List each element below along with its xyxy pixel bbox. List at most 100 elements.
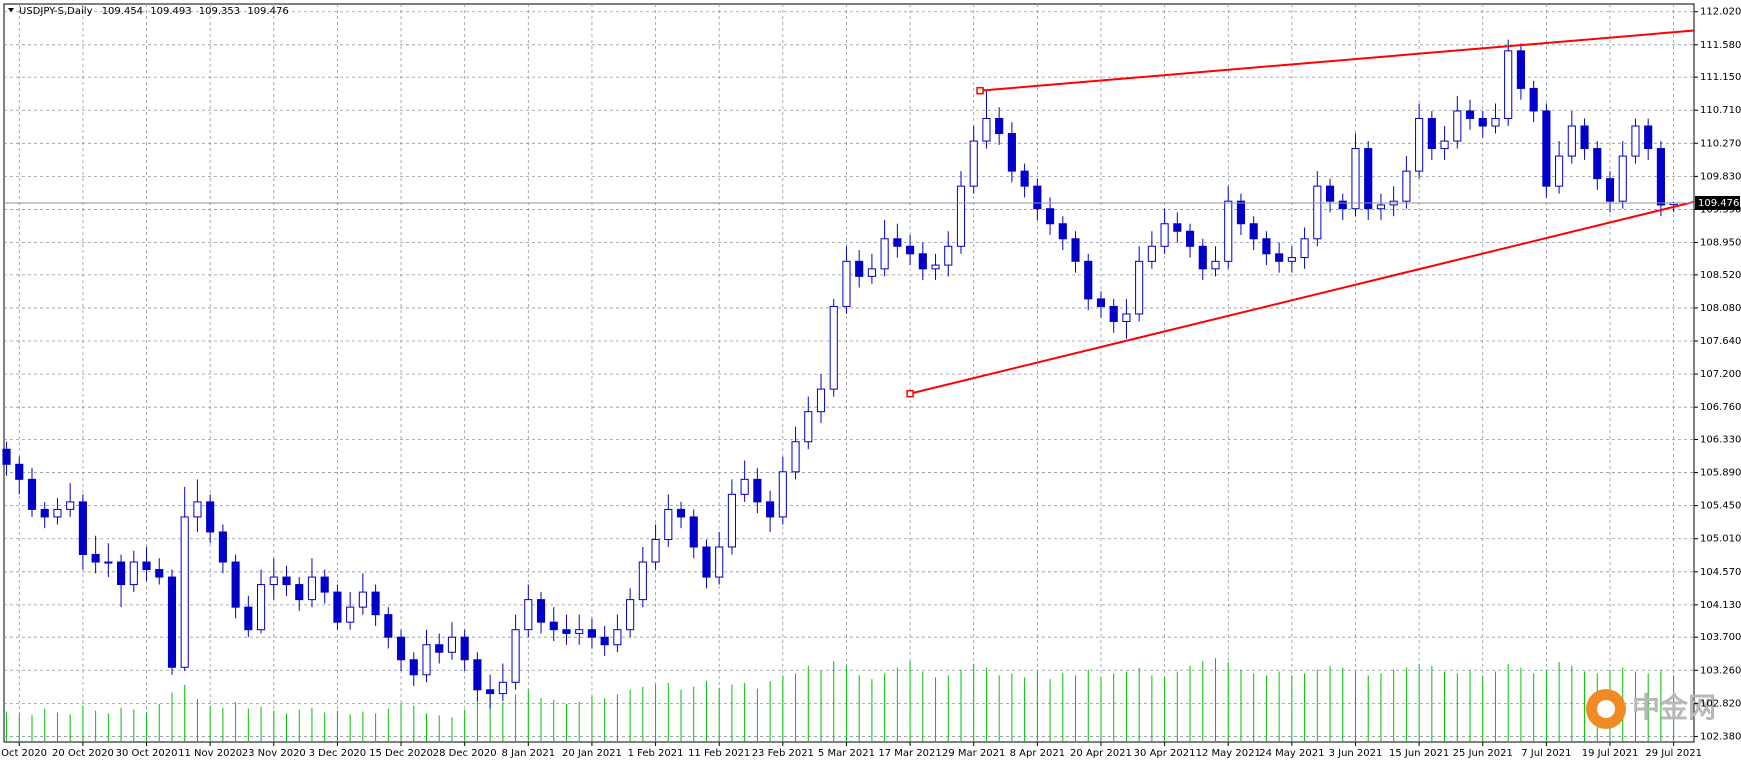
candle-body: [1364, 148, 1373, 210]
candle-body: [498, 681, 507, 695]
candle-body: [295, 584, 304, 601]
x-tick-label: 8 Jan 2021: [502, 748, 556, 759]
y-tick-label: 110.270: [1700, 138, 1741, 149]
y-tick-label: 105.010: [1700, 534, 1741, 545]
x-tick-label: 20 Oct 2020: [52, 748, 114, 759]
candle-body: [715, 546, 724, 578]
header-high: 109.493: [150, 6, 191, 17]
candle-body: [1211, 260, 1220, 270]
candle-body: [740, 478, 749, 495]
candle-body: [956, 185, 966, 247]
candle-body: [1618, 155, 1627, 202]
candle-body: [944, 245, 953, 266]
candle-body: [1631, 125, 1640, 157]
candle-body: [1147, 245, 1156, 262]
x-tick-label: 23 Feb 2021: [752, 748, 814, 759]
x-tick-label: 19 Jul 2021: [1582, 748, 1639, 759]
candle-body: [575, 629, 584, 634]
x-tick-label: 28 Dec 2020: [433, 748, 497, 759]
candle-body: [778, 471, 787, 518]
y-tick-label: 103.260: [1700, 665, 1741, 676]
x-tick-label: 3 Jun 2021: [1329, 748, 1383, 759]
y-tick-label: 111.150: [1700, 72, 1741, 83]
candle-body: [1313, 185, 1322, 240]
candle-body: [816, 388, 826, 413]
candle-body: [1415, 117, 1424, 172]
candle-body: [1427, 117, 1436, 150]
candle-body: [218, 531, 227, 563]
candle-body: [1325, 185, 1335, 202]
y-tick-label: 105.890: [1700, 468, 1741, 479]
candle-body: [346, 606, 355, 623]
x-tick-label: 20 Jan 2021: [562, 748, 622, 759]
trendline: [909, 200, 1695, 395]
candle-body: [282, 576, 291, 586]
candle-body: [1224, 200, 1233, 262]
candle-body: [791, 441, 800, 473]
y-tick-label: 104.570: [1700, 567, 1741, 578]
plot-frame: [3, 3, 1695, 743]
candle-body: [231, 561, 240, 608]
x-tick-label: 11 Feb 2021: [688, 748, 750, 759]
candle-body: [460, 636, 469, 661]
candle-body: [587, 629, 596, 638]
candle-body: [1644, 125, 1653, 150]
candle-body: [1376, 204, 1386, 210]
candle-body: [536, 599, 546, 623]
x-tick-label: 29 Mar 2021: [942, 748, 1005, 759]
candle-body: [1109, 305, 1118, 322]
candle-body: [1236, 200, 1246, 225]
candle-body: [664, 508, 673, 540]
candle-body: [702, 546, 711, 578]
candle-body: [53, 508, 62, 518]
candle-body: [435, 644, 444, 653]
y-tick-label: 102.380: [1700, 731, 1741, 742]
candle-body: [1058, 223, 1067, 240]
candle-body: [1198, 245, 1207, 270]
candle-body: [1567, 125, 1576, 157]
candle-body: [893, 238, 902, 247]
candle-body: [66, 501, 75, 510]
candle-body: [1160, 223, 1169, 247]
candle-body: [1338, 200, 1347, 210]
candle-body: [1122, 313, 1131, 322]
candle-body: [1465, 110, 1475, 119]
candle-body: [524, 599, 533, 631]
candle-body: [1453, 110, 1462, 142]
candle-body: [1275, 253, 1284, 262]
candle-body: [180, 516, 189, 668]
candle-body: [804, 411, 813, 443]
x-tick-label: 25 Jun 2021: [1453, 748, 1513, 759]
candle-body: [638, 561, 647, 601]
candle-body: [1020, 170, 1029, 187]
header-close: 109.476: [247, 6, 288, 17]
candle-body: [40, 508, 49, 518]
candle-body: [257, 584, 266, 631]
header-low: 109.353: [199, 6, 240, 17]
candle-body: [766, 501, 775, 518]
candle-body: [906, 245, 915, 255]
x-tick-label: 8 Oct 2020: [0, 748, 47, 759]
candle-body: [1656, 148, 1665, 206]
candle-body: [333, 591, 342, 623]
candle-body: [1185, 230, 1195, 247]
candle-body: [918, 253, 927, 270]
candle-body: [1440, 140, 1449, 150]
candle-body: [982, 117, 991, 142]
x-tick-label: 15 Dec 2020: [369, 748, 433, 759]
price-label: 109.476: [1698, 198, 1739, 209]
candle-body: [1249, 223, 1258, 240]
x-tick-label: 30 Apr 2021: [1134, 748, 1196, 759]
y-tick-label: 107.200: [1700, 369, 1741, 380]
candle-body: [1542, 110, 1551, 187]
x-tick-label: 20 Apr 2021: [1070, 748, 1132, 759]
candle-body: [358, 591, 367, 608]
x-tick-label: 1 Feb 2021: [628, 748, 684, 759]
candle-body: [1351, 148, 1360, 210]
y-tick-label: 107.640: [1700, 336, 1741, 347]
candle-body: [1491, 117, 1500, 127]
candle-body: [91, 554, 100, 563]
y-tick-label: 111.580: [1700, 40, 1741, 51]
